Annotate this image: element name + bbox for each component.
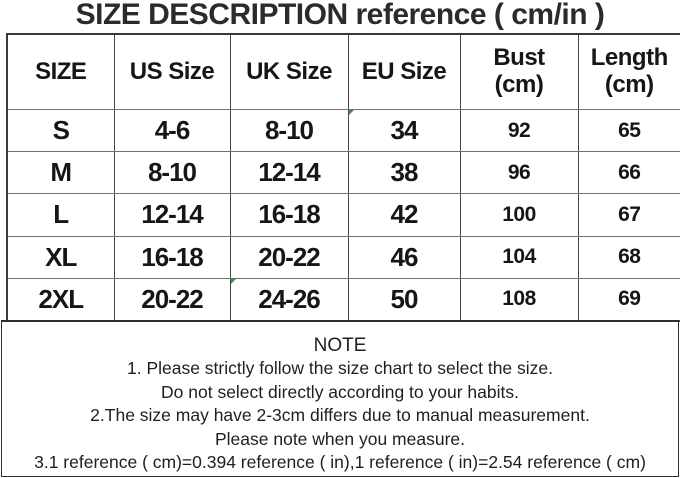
table-row-xl: XL 16-18 20-22 46 104 68 xyxy=(6,235,680,279)
cell-comment-marker xyxy=(231,279,236,284)
col-header-us-size-label: US Size xyxy=(129,58,215,85)
col-header-bust: Bust (cm) xyxy=(459,33,579,110)
size-table-header: SIZE US Size UK Size EU Size Bust (cm) L… xyxy=(6,33,680,110)
cell-uk-size: 12-14 xyxy=(229,151,349,195)
col-header-bust-unit: (cm) xyxy=(494,71,544,98)
col-header-eu-size: EU Size xyxy=(347,33,461,110)
col-header-length-unit: (cm) xyxy=(604,71,654,98)
cell-bust: 92 xyxy=(459,108,579,153)
cell-size: L xyxy=(6,193,115,237)
cell-size: XL xyxy=(6,235,115,279)
cell-eu-size: 50 xyxy=(347,277,461,322)
cell-bust: 96 xyxy=(459,151,579,195)
cell-us-size: 16-18 xyxy=(113,235,231,279)
table-row-l: L 12-14 16-18 42 100 67 xyxy=(6,193,680,237)
note-box: NOTE 1. Please strictly follow the size … xyxy=(1,320,679,477)
size-table: SIZE US Size UK Size EU Size Bust (cm) L… xyxy=(6,33,680,322)
col-header-us-size: US Size xyxy=(113,33,231,110)
cell-us-size: 8-10 xyxy=(113,151,231,195)
note-line-1: 1. Please strictly follow the size chart… xyxy=(126,358,553,378)
col-header-size: SIZE xyxy=(6,33,115,110)
note-line-3: 3.1 reference ( cm)=0.394 reference ( in… xyxy=(34,452,646,472)
size-table-body: S 4-6 8-10 34 92 65 M 8-10 12-14 38 96 6… xyxy=(6,108,680,322)
cell-bust: 104 xyxy=(459,235,579,279)
cell-eu-size: 42 xyxy=(347,193,461,237)
cell-eu-size: 46 xyxy=(347,235,461,279)
col-header-uk-size-label: UK Size xyxy=(246,58,332,85)
note-line-2b: Please note when you measure. xyxy=(214,428,466,449)
cell-eu-size: 34 xyxy=(347,108,461,153)
table-row-m: M 8-10 12-14 38 96 66 xyxy=(6,151,680,195)
cell-length: 67 xyxy=(577,193,680,237)
col-header-length: Length (cm) xyxy=(577,33,680,110)
cell-length: 65 xyxy=(577,108,680,153)
note-line-2: 2.The size may have 2-3cm differs due to… xyxy=(90,405,590,425)
cell-length: 66 xyxy=(577,151,680,195)
col-header-bust-label: Bust xyxy=(493,44,545,71)
cell-us-size: 12-14 xyxy=(113,193,231,237)
cell-eu-size: 38 xyxy=(347,151,461,195)
cell-uk-size: 16-18 xyxy=(229,193,349,237)
col-header-length-label: Length xyxy=(590,44,668,71)
cell-length: 68 xyxy=(577,235,680,279)
note-heading: NOTE xyxy=(313,335,367,356)
cell-uk-size: 20-22 xyxy=(229,235,349,279)
note-line-1b: Do not select directly according to your… xyxy=(161,381,519,402)
cell-uk-size-value: 24-26 xyxy=(258,283,320,314)
cell-length: 69 xyxy=(577,277,680,322)
cell-size: 2XL xyxy=(6,277,115,322)
col-header-eu-size-label: EU Size xyxy=(361,58,447,85)
cell-comment-marker xyxy=(349,110,354,115)
cell-us-size: 4-6 xyxy=(113,108,231,153)
cell-size: S xyxy=(6,108,115,153)
cell-us-size: 20-22 xyxy=(113,277,231,322)
table-row-s: S 4-6 8-10 34 92 65 xyxy=(6,108,680,153)
cell-uk-size: 8-10 xyxy=(229,108,349,153)
cell-eu-size-value: 34 xyxy=(390,115,419,146)
col-header-uk-size: UK Size xyxy=(229,33,349,110)
page-title: SIZE DESCRIPTION reference ( cm/in ) xyxy=(75,0,605,31)
col-header-size-label: SIZE xyxy=(35,58,87,85)
cell-size: M xyxy=(6,151,115,195)
table-row-2xl: 2XL 20-22 24-26 50 108 69 xyxy=(6,277,680,322)
header-row: SIZE US Size UK Size EU Size Bust (cm) L… xyxy=(6,33,680,110)
cell-bust: 100 xyxy=(459,193,579,237)
cell-uk-size: 24-26 xyxy=(229,277,349,322)
cell-bust: 108 xyxy=(459,277,579,322)
